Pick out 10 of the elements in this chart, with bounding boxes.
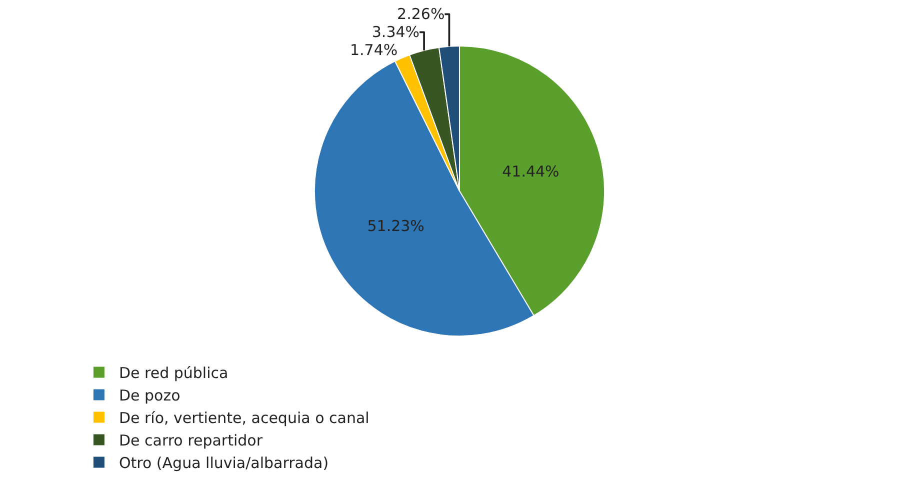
data-label: 1.74% <box>350 41 398 60</box>
data-label: 2.26% <box>397 5 445 24</box>
legend-label: De pozo <box>118 386 180 405</box>
data-label: 51.23% <box>367 216 424 235</box>
legend-label: De carro repartidor <box>118 432 264 450</box>
data-label: 41.44% <box>502 162 560 180</box>
legend-label: De río, vertiente, acequia o canal <box>118 409 370 428</box>
legend-label: Otro (Agua lluvia/albarrada) <box>118 454 329 472</box>
legend-label: De red pública <box>118 364 228 382</box>
data-label: 3.34% <box>372 23 420 42</box>
